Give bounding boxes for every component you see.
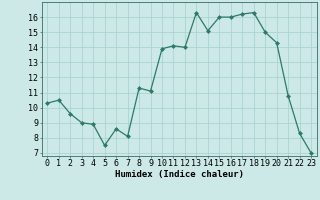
X-axis label: Humidex (Indice chaleur): Humidex (Indice chaleur) <box>115 170 244 179</box>
